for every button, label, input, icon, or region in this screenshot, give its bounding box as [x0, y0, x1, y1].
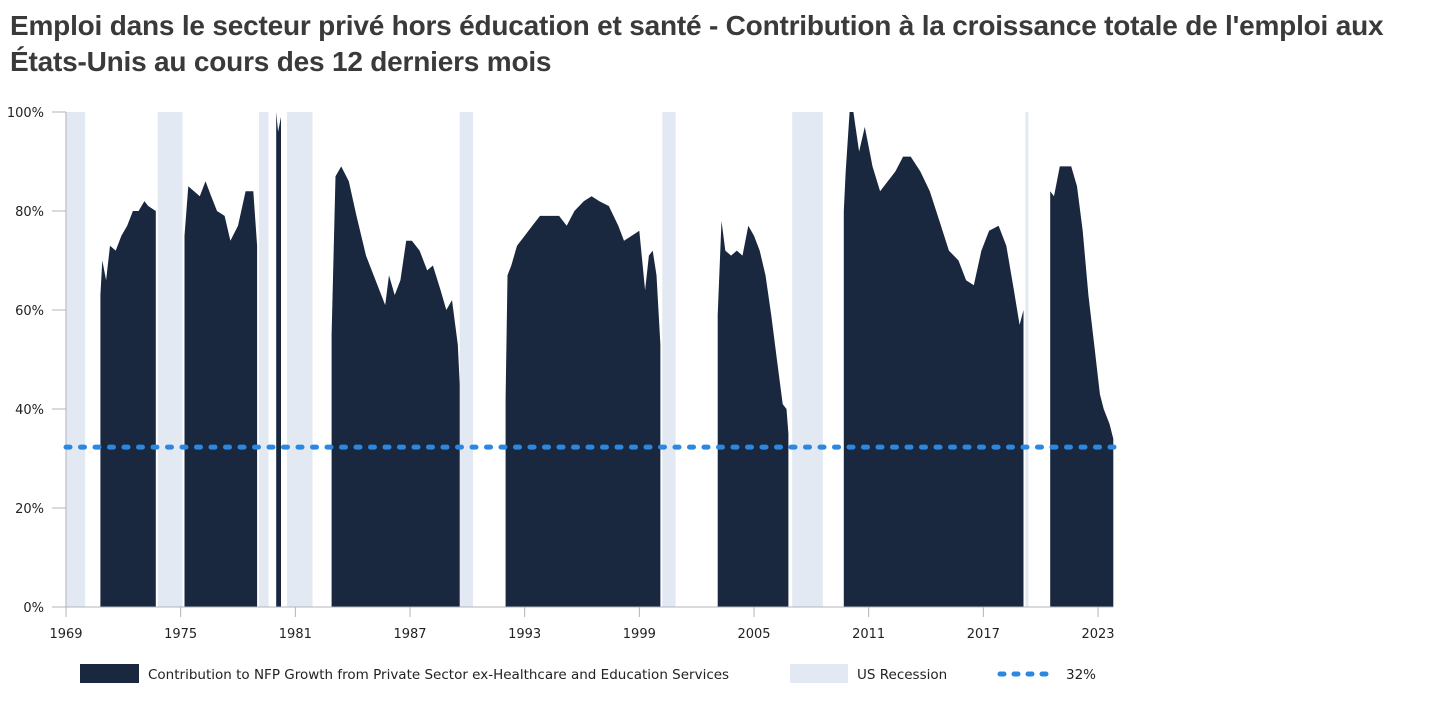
x-tick-label: 2011 [852, 627, 885, 642]
x-tick-label: 2017 [967, 627, 1000, 642]
area-segment [717, 220, 789, 607]
recession-band [259, 112, 269, 607]
y-tick-label: 100% [7, 106, 44, 121]
area-segment [331, 166, 460, 607]
x-tick-label: 2005 [737, 627, 770, 642]
y-tick-label: 0% [23, 601, 44, 616]
legend-label-recession: US Recession [857, 667, 947, 683]
x-tick-label: 1975 [164, 627, 197, 642]
area-segment [100, 201, 156, 607]
recession-band [1025, 112, 1029, 607]
x-tick-label: 1999 [623, 627, 656, 642]
x-tick-label: 1981 [279, 627, 312, 642]
area-segment [843, 112, 1024, 607]
legend: Contribution to NFP Growth from Private … [80, 664, 1096, 683]
area-segment [276, 112, 281, 607]
recession-band [792, 112, 823, 607]
legend-swatch-recession [790, 664, 848, 683]
recession-bands [66, 112, 1029, 607]
axes: 0% 20% 40% 60% 80% 100% 1969 1975 1981 1987 1993 19… [7, 106, 1115, 642]
x-tick-label: 2023 [1081, 627, 1114, 642]
y-tick-label: 80% [15, 205, 44, 220]
recession-band [286, 112, 313, 607]
x-tick-label: 1969 [49, 627, 82, 642]
recession-band [66, 112, 86, 607]
x-tick-label: 1987 [393, 627, 426, 642]
recession-band [662, 112, 676, 607]
legend-swatch-contribution [80, 664, 139, 683]
y-tick-label: 40% [15, 403, 44, 418]
y-tick-label: 20% [15, 502, 44, 517]
y-tick-label: 60% [15, 304, 44, 319]
recession-band [157, 112, 183, 607]
legend-label-contribution: Contribution to NFP Growth from Private … [148, 667, 729, 683]
recession-band [459, 112, 474, 607]
contribution-areas [100, 112, 1114, 608]
area-segment [1050, 166, 1114, 607]
area-segment [505, 196, 661, 607]
chart-title: Emploi dans le secteur privé hors éducat… [10, 10, 1384, 77]
x-tick-label: 1993 [508, 627, 541, 642]
area-segment [184, 181, 258, 608]
legend-label-reference: 32% [1066, 667, 1096, 683]
